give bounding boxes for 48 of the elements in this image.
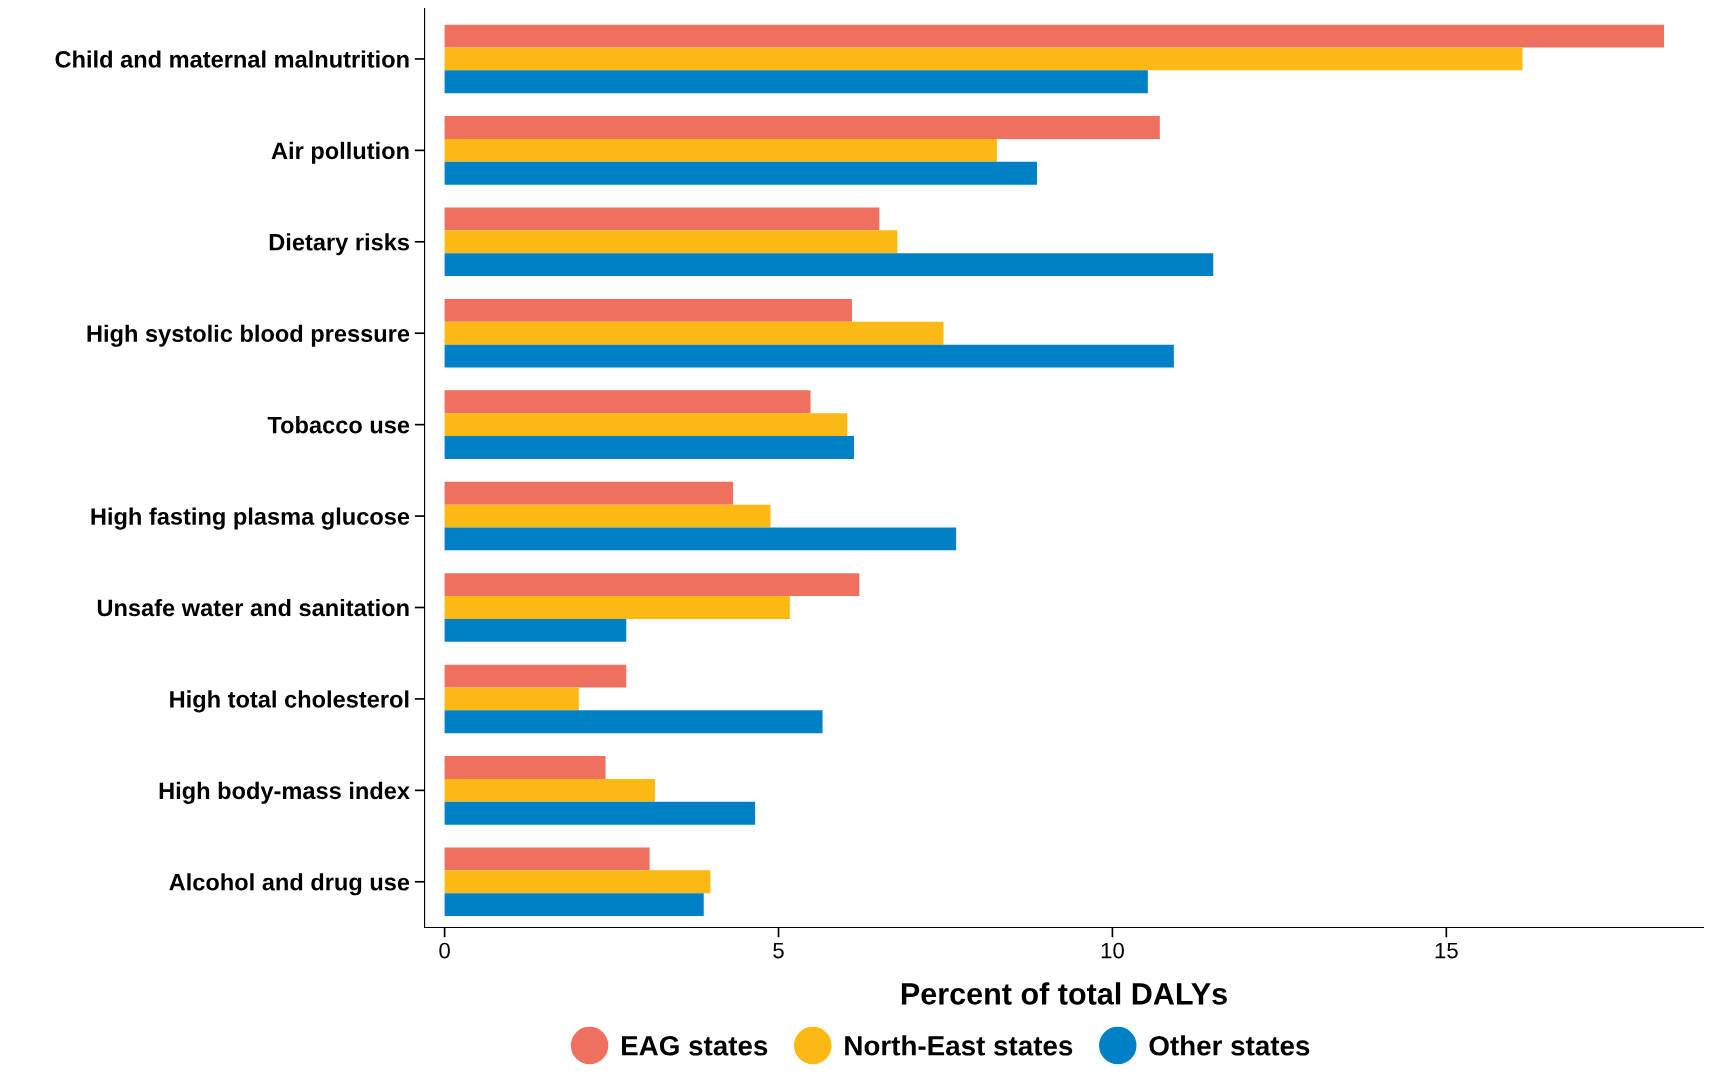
bar (444, 527, 957, 551)
y-tick-label: Child and maternal malnutrition (55, 50, 409, 68)
bar (444, 344, 1174, 368)
x-tick-label: 10 (1101, 942, 1124, 959)
bar (444, 138, 997, 162)
x-tick-label: 15 (1435, 942, 1458, 959)
bar (444, 390, 811, 414)
bar (444, 481, 734, 505)
y-tick-label: High systolic blood pressure (87, 324, 410, 347)
legend-label: Other states (1149, 1035, 1310, 1056)
bar (444, 161, 1037, 185)
bar (444, 47, 1523, 71)
y-tick-label: Dietary risks (269, 233, 410, 256)
bar (444, 116, 1160, 139)
bar (444, 870, 711, 894)
y-tick-label: Alcohol and drug use (169, 873, 410, 896)
y-tick-label: High fasting plasma glucose (91, 507, 410, 530)
y-tick-label: Tobacco use (267, 416, 410, 434)
bar (444, 70, 1148, 94)
bar (444, 436, 854, 459)
bar (444, 573, 860, 597)
x-axis-title: Percent of total DALYs (901, 982, 1227, 1005)
y-tick-label: Air pollution (271, 141, 409, 164)
bar (444, 596, 790, 619)
y-tick-label: High total cholesterol (170, 690, 409, 713)
bar (444, 801, 756, 825)
bar (444, 778, 655, 802)
bar (444, 207, 880, 231)
y-tick-label: Unsafe water and sanitation (97, 598, 409, 617)
bar (444, 230, 898, 254)
bar (444, 687, 579, 711)
legend-label: North-East states (845, 1035, 1073, 1056)
bar (444, 664, 627, 688)
bar (444, 618, 627, 642)
bar (444, 710, 823, 734)
x-tick-label: 0 (439, 942, 450, 959)
legend-label: EAG states (622, 1035, 768, 1056)
bar (444, 504, 771, 528)
bar (444, 253, 1214, 277)
bar (444, 298, 852, 322)
bar (444, 893, 704, 917)
bar (444, 321, 944, 345)
x-tick-label: 5 (773, 942, 784, 959)
bar (444, 847, 650, 871)
y-tick-label: High body-mass index (159, 781, 410, 804)
bar (444, 413, 848, 437)
bar (444, 756, 606, 779)
bar (444, 24, 1665, 48)
